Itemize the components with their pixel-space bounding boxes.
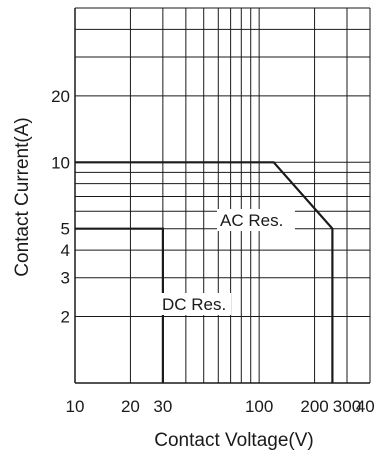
x-tick-label: 200: [300, 397, 328, 416]
series-group: AC Res. DC Res.: [75, 161, 334, 383]
series-label: DC Res.: [162, 295, 226, 314]
series-label-bg: [159, 293, 231, 315]
grid-lines: [74, 7, 371, 384]
y-tick-label: 20: [51, 87, 70, 106]
y-tick-label: 4: [61, 241, 70, 260]
x-tick-label: 10: [66, 397, 85, 416]
x-tick-label: 100: [245, 397, 273, 416]
tick-labels: 10 20 30 100 200 300400 2 3 4 5 10 20: [51, 87, 374, 416]
y-tick-label: 3: [61, 269, 70, 288]
series-line-dc-res: [75, 227, 164, 383]
series-label: AC Res.: [220, 211, 283, 230]
series-label-bg: [217, 209, 295, 231]
y-tick-label: 5: [61, 220, 70, 239]
x-tick-label: 300: [333, 397, 361, 416]
x-tick-label: 20: [121, 397, 140, 416]
x-axis-title: Contact Voltage(V): [154, 430, 313, 451]
x-tick-label: 400: [356, 397, 374, 416]
y-axis-title: Contact Current(A): [12, 117, 33, 276]
y-tick-label: 10: [51, 153, 70, 172]
x-tick-label: 30: [153, 397, 172, 416]
y-tick-label: 2: [61, 308, 70, 327]
series-line-ac-res: [75, 161, 334, 383]
